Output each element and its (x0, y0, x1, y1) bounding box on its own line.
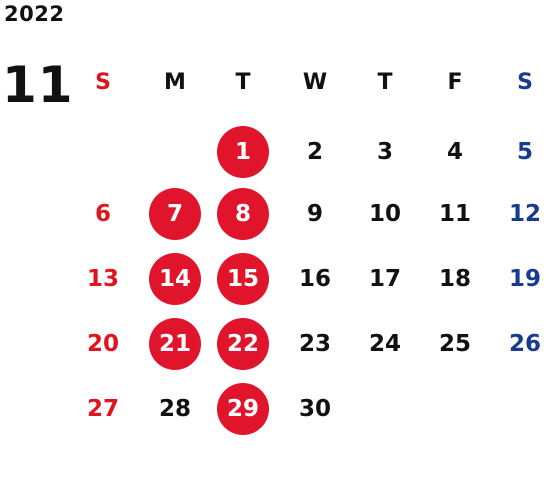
day-cell: 3 (355, 124, 415, 180)
day-cell: 8 (213, 186, 273, 242)
day-cell: 15 (213, 251, 273, 307)
holiday-day-number: 8 (217, 188, 269, 240)
day-number: 23 (298, 331, 331, 357)
weekday-header-3: W (285, 54, 345, 110)
holiday-day-number: 15 (217, 253, 269, 305)
year-label: 2022 (4, 2, 65, 26)
day-cell: 22 (213, 316, 273, 372)
day-cell: 19 (495, 251, 548, 307)
day-number: 9 (306, 201, 323, 227)
day-cell: 23 (285, 316, 345, 372)
day-number: 13 (86, 266, 119, 292)
day-number: 17 (368, 266, 401, 292)
day-number: 5 (516, 139, 533, 165)
day-number: 18 (438, 266, 471, 292)
weekday-label: S (95, 69, 111, 95)
day-number: 20 (86, 331, 119, 357)
day-cell: 25 (425, 316, 485, 372)
day-cell: 5 (495, 124, 548, 180)
day-cell: 20 (73, 316, 133, 372)
day-number: 11 (438, 201, 471, 227)
day-cell: 27 (73, 381, 133, 437)
holiday-day-number: 14 (149, 253, 201, 305)
weekday-label: T (377, 69, 393, 95)
day-cell: 11 (425, 186, 485, 242)
day-number: 12 (508, 201, 541, 227)
day-cell: 26 (495, 316, 548, 372)
day-cell: 7 (145, 186, 205, 242)
day-cell: 2 (285, 124, 345, 180)
day-cell: 12 (495, 186, 548, 242)
holiday-day-number: 29 (217, 383, 269, 435)
day-number: 4 (446, 139, 463, 165)
day-number: 6 (94, 201, 111, 227)
day-cell: 21 (145, 316, 205, 372)
day-number: 26 (508, 331, 541, 357)
holiday-day-number: 7 (149, 188, 201, 240)
day-number: 16 (298, 266, 331, 292)
day-cell: 30 (285, 381, 345, 437)
weekday-label: W (302, 69, 328, 95)
day-number: 24 (368, 331, 401, 357)
day-cell: 16 (285, 251, 345, 307)
day-cell: 24 (355, 316, 415, 372)
day-cell: 17 (355, 251, 415, 307)
weekday-header-6: S (495, 54, 548, 110)
holiday-day-number: 22 (217, 318, 269, 370)
weekday-header-4: T (355, 54, 415, 110)
day-number: 3 (376, 139, 393, 165)
weekday-header-0: S (73, 54, 133, 110)
holiday-day-number: 1 (217, 126, 269, 178)
day-number: 25 (438, 331, 471, 357)
day-number: 10 (368, 201, 401, 227)
weekday-label: M (164, 69, 186, 95)
day-cell: 28 (145, 381, 205, 437)
day-cell: 18 (425, 251, 485, 307)
day-cell: 29 (213, 381, 273, 437)
day-cell: 13 (73, 251, 133, 307)
day-number: 28 (158, 396, 191, 422)
month-number: 11 (2, 56, 74, 114)
weekday-header-5: F (425, 54, 485, 110)
holiday-day-number: 21 (149, 318, 201, 370)
weekday-header-2: T (213, 54, 273, 110)
day-cell: 4 (425, 124, 485, 180)
day-cell: 14 (145, 251, 205, 307)
day-number: 19 (508, 266, 541, 292)
day-cell: 6 (73, 186, 133, 242)
weekday-label: S (517, 69, 533, 95)
day-number: 30 (298, 396, 331, 422)
weekday-label: F (447, 69, 463, 95)
day-number: 27 (86, 396, 119, 422)
day-cell: 10 (355, 186, 415, 242)
weekday-label: T (235, 69, 251, 95)
day-cell: 9 (285, 186, 345, 242)
day-cell: 1 (213, 124, 273, 180)
day-number: 2 (306, 139, 323, 165)
weekday-header-1: M (145, 54, 205, 110)
